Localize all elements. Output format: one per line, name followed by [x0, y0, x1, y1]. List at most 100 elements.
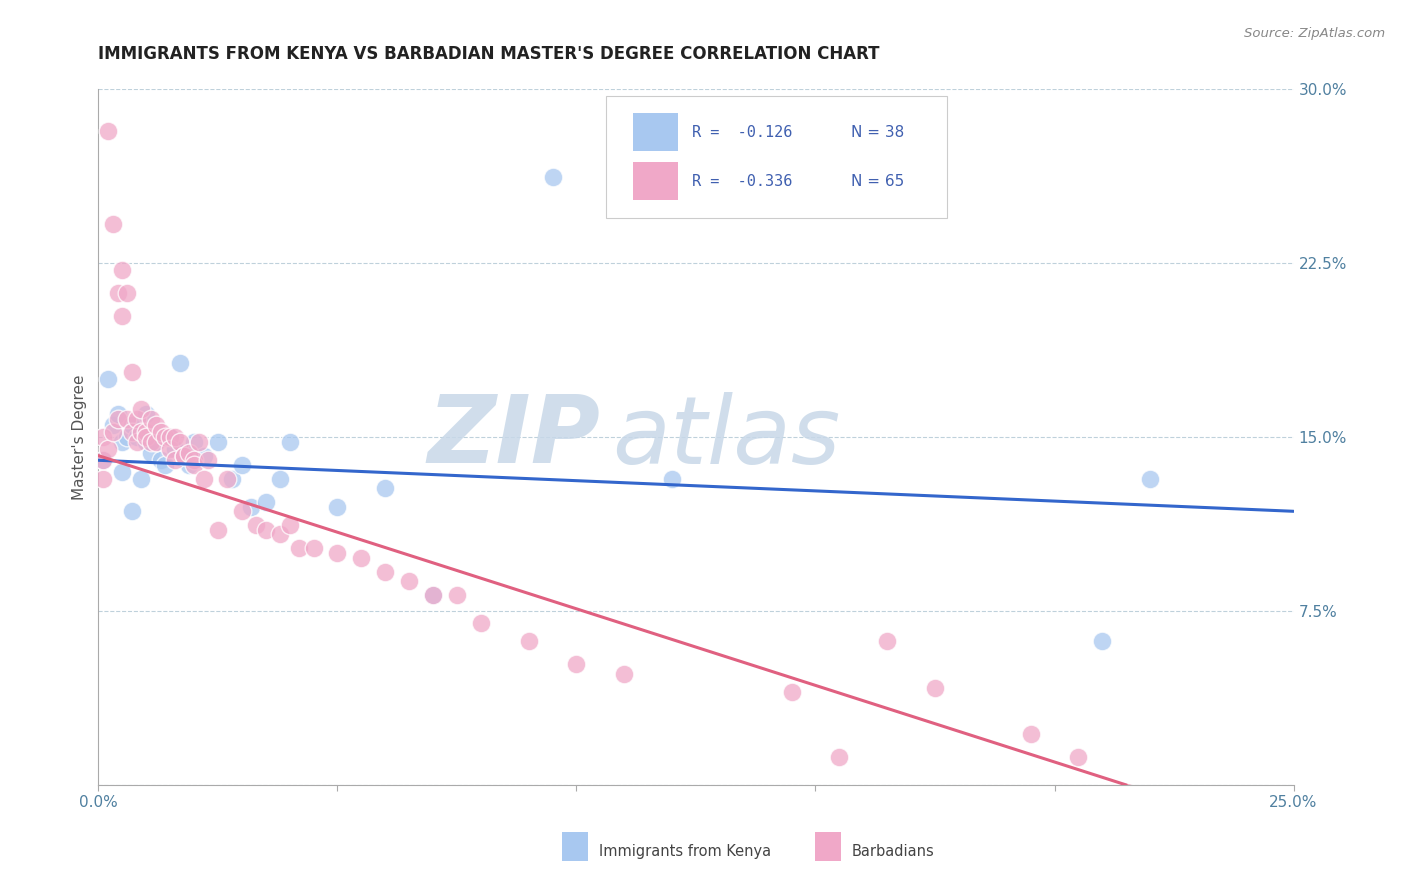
Point — [179, 458, 201, 472]
Point — [139, 446, 162, 460]
Point — [197, 453, 219, 467]
Point — [278, 518, 301, 533]
Y-axis label: Master's Degree: Master's Degree — [72, 375, 87, 500]
Point — [139, 411, 162, 425]
Text: ZIP: ZIP — [427, 391, 600, 483]
Point — [111, 434, 134, 449]
Point — [398, 574, 420, 588]
Point — [374, 565, 396, 579]
Point — [159, 430, 181, 444]
Point — [121, 425, 143, 440]
Point — [470, 615, 492, 630]
Point — [193, 449, 215, 463]
Point — [149, 453, 172, 467]
Point — [207, 523, 229, 537]
Point — [613, 666, 636, 681]
Point — [145, 434, 167, 449]
Point — [169, 356, 191, 370]
Point — [159, 442, 181, 456]
Point — [135, 434, 157, 449]
Bar — [633, 113, 678, 152]
Point — [517, 634, 540, 648]
Point — [302, 541, 325, 556]
Point — [163, 453, 186, 467]
Point — [111, 263, 134, 277]
Point — [149, 425, 172, 440]
Point — [179, 446, 201, 460]
Point — [278, 434, 301, 449]
Point — [115, 430, 138, 444]
Point — [91, 453, 114, 467]
Text: R =  -0.126: R = -0.126 — [692, 125, 793, 140]
Point — [231, 504, 253, 518]
Point — [115, 411, 138, 425]
Point — [111, 465, 134, 479]
Point — [173, 449, 195, 463]
Point — [183, 434, 205, 449]
Point — [240, 500, 263, 514]
Point — [541, 170, 564, 185]
Point — [350, 550, 373, 565]
Text: IMMIGRANTS FROM KENYA VS BARBADIAN MASTER'S DEGREE CORRELATION CHART: IMMIGRANTS FROM KENYA VS BARBADIAN MASTE… — [98, 45, 880, 62]
Text: N = 65: N = 65 — [852, 174, 904, 188]
Point — [254, 523, 277, 537]
Point — [565, 657, 588, 672]
Point — [207, 434, 229, 449]
Point — [131, 425, 153, 440]
Point — [193, 472, 215, 486]
Point — [145, 434, 167, 449]
Point — [1019, 727, 1042, 741]
Point — [125, 434, 148, 449]
Point — [155, 458, 177, 472]
Text: Barbadians: Barbadians — [852, 844, 935, 859]
Point — [374, 481, 396, 495]
Point — [661, 472, 683, 486]
Point — [125, 411, 148, 425]
Point — [155, 430, 177, 444]
Point — [1067, 750, 1090, 764]
Point — [115, 286, 138, 301]
Point — [217, 472, 239, 486]
Point — [183, 458, 205, 472]
Point — [111, 310, 134, 324]
Text: R =  -0.336: R = -0.336 — [692, 174, 793, 188]
Point — [269, 472, 291, 486]
Point — [101, 425, 124, 440]
Point — [91, 430, 114, 444]
Point — [135, 425, 157, 440]
Point — [183, 453, 205, 467]
Point — [121, 504, 143, 518]
Point — [97, 124, 120, 138]
Point — [91, 453, 114, 467]
Point — [1091, 634, 1114, 648]
Point — [169, 434, 191, 449]
Point — [231, 458, 253, 472]
Point — [780, 685, 803, 699]
Point — [101, 217, 124, 231]
Point — [159, 430, 181, 444]
Point — [139, 434, 162, 449]
Text: Immigrants from Kenya: Immigrants from Kenya — [599, 844, 770, 859]
Point — [173, 449, 195, 463]
Point — [173, 449, 195, 463]
Point — [163, 430, 186, 444]
Text: N = 38: N = 38 — [852, 125, 904, 140]
Point — [107, 407, 129, 421]
Point — [187, 434, 209, 449]
Point — [131, 472, 153, 486]
Point — [269, 527, 291, 541]
Point — [254, 495, 277, 509]
Point — [135, 430, 157, 444]
Point — [91, 472, 114, 486]
Point — [828, 750, 851, 764]
Point — [135, 407, 157, 421]
Point — [121, 418, 143, 433]
Point — [121, 365, 143, 379]
Point — [131, 402, 153, 417]
Point — [97, 372, 120, 386]
Point — [97, 442, 120, 456]
Point — [876, 634, 898, 648]
Point — [245, 518, 267, 533]
Point — [125, 430, 148, 444]
Text: Source: ZipAtlas.com: Source: ZipAtlas.com — [1244, 27, 1385, 40]
